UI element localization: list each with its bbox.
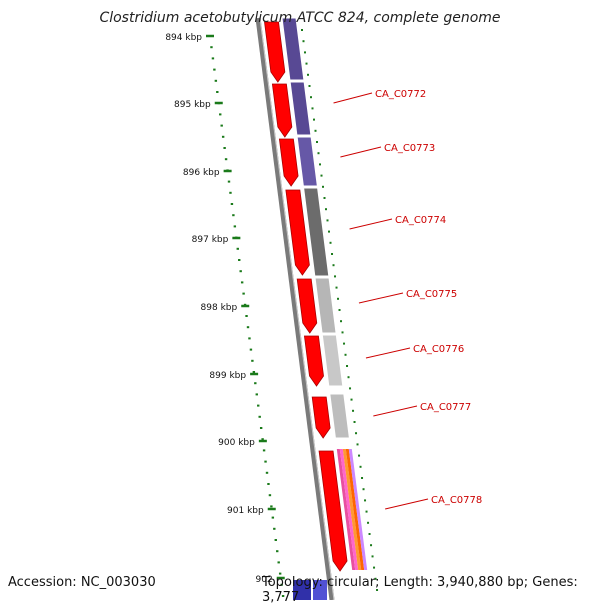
cds-arrow: [271, 83, 293, 138]
scale-label: 901 kbp: [227, 506, 264, 516]
scale-label: 898 kbp: [201, 303, 238, 313]
gene-leader-line: [365, 347, 411, 359]
gene-label: CA_C0778: [431, 495, 482, 506]
scale-label: 896 kbp: [183, 168, 220, 178]
gene-label: CA_C0773: [384, 143, 435, 154]
scale-ticks: [206, 29, 379, 597]
feature-stripe: [348, 449, 368, 570]
cds-arrow: [278, 138, 299, 187]
gene-feature: [296, 136, 318, 187]
scale-label: 894 kbp: [165, 33, 202, 43]
gene-label: CA_C0772: [375, 89, 426, 100]
gene-feature: [281, 17, 305, 81]
feature-stripe: [339, 449, 359, 570]
gene-feature: [314, 277, 337, 334]
gene-leader-line: [373, 405, 418, 417]
gene-label: CA_C0777: [420, 402, 471, 413]
feature-stripe: [345, 449, 365, 570]
gene-leader-line: [358, 292, 404, 304]
accession-label: Accession: NC_003030: [8, 575, 156, 590]
gene-label: CA_C0774: [395, 215, 446, 226]
map-title: Clostridium acetobutylicum ATCC 824, com…: [99, 10, 501, 26]
topology-info: Topology: circular; Length: 3,940,880 bp…: [262, 575, 578, 605]
scale-label: 897 kbp: [192, 235, 229, 245]
gene-labels: CA_C0772 CA_C0773 CA_C0774 CA_C0775 CA_C0776…: [375, 89, 482, 506]
gene-feature: [289, 81, 312, 136]
scale-label: 902: [256, 575, 273, 585]
cds-track: [264, 21, 348, 572]
scale-label: 895 kbp: [174, 100, 211, 110]
gene-feature: [303, 187, 330, 277]
gene-leader-line: [385, 498, 429, 510]
scale-label: 899 kbp: [209, 371, 246, 381]
feature-stripe: [336, 449, 356, 570]
gene-leader-line: [349, 218, 393, 230]
partial-feature: [293, 580, 311, 600]
scale-labels: 894 kbp 895 kbp 896 kbp 897 kbp 898 kbp 899 k…: [165, 33, 272, 585]
genome-backbone: [255, 17, 335, 600]
scale-label: 900 kbp: [218, 438, 255, 448]
feature-track: [281, 17, 368, 570]
gene-leader-line: [333, 92, 373, 104]
gene-leader-line: [340, 146, 382, 158]
cds-arrow: [264, 21, 286, 83]
cds-arrow: [311, 396, 331, 439]
gene-label-leaders: [333, 92, 429, 510]
cds-arrow: [318, 450, 348, 572]
gene-feature: [321, 334, 344, 387]
partial-feature: [313, 580, 327, 600]
cds-arrow: [296, 278, 318, 334]
cds-arrow: [303, 335, 324, 387]
genome-backbone-highlight: [259, 17, 335, 600]
gene-label: CA_C0776: [413, 344, 464, 355]
cds-arrow: [285, 189, 310, 276]
gene-feature: [329, 393, 350, 439]
gene-label: CA_C0775: [406, 289, 457, 300]
feature-stripe: [342, 449, 362, 570]
